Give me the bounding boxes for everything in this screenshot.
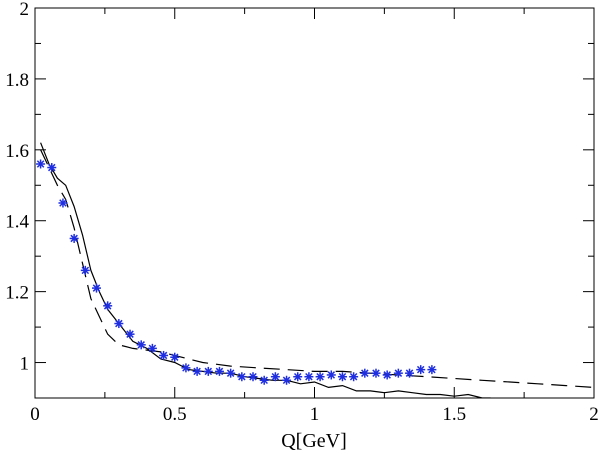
data-point-asterisk xyxy=(91,283,101,293)
x-tick-label: 0 xyxy=(30,404,40,425)
plot-frame xyxy=(34,7,595,399)
x-tick-label: 1 xyxy=(310,404,320,425)
data-point-asterisk xyxy=(282,375,292,385)
y-tick-label: 1.6 xyxy=(5,141,29,162)
data-point-asterisk xyxy=(69,233,79,243)
data-point-asterisk xyxy=(170,352,180,362)
data-point-asterisk xyxy=(192,366,202,376)
x-tick-label: 1.5 xyxy=(442,404,466,425)
data-point-asterisk xyxy=(405,368,415,378)
y-tick-label: 1.2 xyxy=(5,283,29,304)
data-point-asterisk xyxy=(371,368,381,378)
data-point-asterisk xyxy=(58,198,68,208)
data-point-asterisk xyxy=(293,372,303,382)
data-point-asterisk xyxy=(270,372,280,382)
data-point-asterisk xyxy=(203,366,213,376)
data-point-asterisk xyxy=(248,372,258,382)
data-point-asterisk xyxy=(315,372,325,382)
x-tick-label: 0.5 xyxy=(163,404,187,425)
data-point-asterisk xyxy=(382,370,392,380)
data-point-asterisk xyxy=(159,350,169,360)
data-point-asterisk xyxy=(304,372,314,382)
data-point-asterisk xyxy=(393,368,403,378)
data-point-asterisk xyxy=(125,329,135,339)
data-point-asterisk xyxy=(226,368,236,378)
x-axis-title: Q[GeV] xyxy=(281,430,347,452)
y-tick-label: 2 xyxy=(20,0,30,20)
series-layer xyxy=(36,142,594,398)
data-point-asterisk xyxy=(114,319,124,329)
data-point-asterisk xyxy=(47,163,57,173)
data-point-asterisk xyxy=(326,370,336,380)
data-point-asterisk xyxy=(349,372,359,382)
data-point-asterisk xyxy=(36,159,46,169)
ticks-layer: 0 0.5 1 1.5 2 1 1.2 1.4 1.6 1.8 2 xyxy=(5,0,599,425)
data-point-asterisk xyxy=(147,343,157,353)
data-point-asterisk xyxy=(237,372,247,382)
series-line-solid xyxy=(40,142,491,398)
data-point-asterisk xyxy=(427,365,437,375)
y-tick-label: 1.4 xyxy=(5,212,29,233)
data-point-asterisk xyxy=(337,372,347,382)
series-line-dashed xyxy=(40,149,594,388)
data-point-asterisk xyxy=(103,301,113,311)
data-point-asterisk xyxy=(80,265,90,275)
data-point-asterisk xyxy=(259,375,269,385)
y-tick-label: 1.8 xyxy=(5,70,29,91)
data-point-asterisk xyxy=(416,365,426,375)
data-point-asterisk xyxy=(136,340,146,350)
x-tick-label: 2 xyxy=(589,404,599,425)
data-point-asterisk xyxy=(181,363,191,373)
data-point-asterisk xyxy=(360,368,370,378)
data-point-asterisk xyxy=(214,366,224,376)
y-tick-label: 1 xyxy=(20,354,30,375)
